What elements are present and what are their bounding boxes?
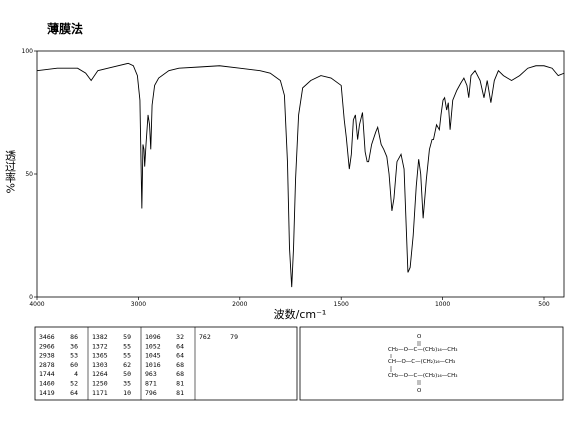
peak-wavenumber: 1171 <box>92 389 108 397</box>
peak-wavenumber: 1365 <box>92 352 108 360</box>
peak-transmittance: 64 <box>70 389 78 397</box>
peak-transmittance: 50 <box>123 370 131 378</box>
peak-wavenumber: 796 <box>145 389 157 397</box>
peak-wavenumber: 1052 <box>145 342 161 350</box>
peak-transmittance: 52 <box>70 380 78 388</box>
peak-transmittance: 35 <box>123 380 131 388</box>
structure-line: CH—O—C—(CH₂)₁₆—CH₃ <box>388 359 455 365</box>
peak-transmittance: 36 <box>70 342 78 350</box>
peak-transmittance: 55 <box>123 352 131 360</box>
structure: O CH₂—O—C—(CH₂)₁₆—CH₃ CH—O—C—(CH₂)₁₆—CH₃… <box>388 334 457 394</box>
page-title: 薄膜法 <box>47 21 83 36</box>
x-tick-label: 1500 <box>334 301 349 308</box>
peak-transmittance: 59 <box>123 333 131 341</box>
y-tick-label: 0 <box>29 294 33 301</box>
x-tick-label: 2000 <box>232 301 247 308</box>
peak-transmittance: 68 <box>176 370 184 378</box>
y-tick-label: 50 <box>25 171 33 178</box>
peak-wavenumber: 2966 <box>39 342 55 350</box>
peak-wavenumber: 871 <box>145 380 157 388</box>
peak-wavenumber: 2938 <box>39 352 55 360</box>
structure-line: CH₂—O—C—(CH₂)₁₆—CH₃ <box>388 347 457 353</box>
peak-transmittance: 81 <box>176 389 184 397</box>
peak-transmittance: 55 <box>123 342 131 350</box>
peak-wavenumber: 1045 <box>145 352 161 360</box>
peak-wavenumber: 1096 <box>145 333 161 341</box>
y-axis-label: 透过率% <box>4 150 17 194</box>
peak-transmittance: 32 <box>176 333 184 341</box>
peak-wavenumber: 1382 <box>92 333 108 341</box>
peak-wavenumber: 762 <box>199 333 211 341</box>
peak-transmittance: 62 <box>123 361 131 369</box>
peak-wavenumber: 1744 <box>39 370 55 378</box>
x-tick-label: 500 <box>538 301 550 308</box>
peak-wavenumber: 1460 <box>39 380 55 388</box>
peak-wavenumber: 1250 <box>92 380 108 388</box>
peak-wavenumber: 1016 <box>145 361 161 369</box>
peak-wavenumber: 963 <box>145 370 157 378</box>
peak-wavenumber: 1419 <box>39 389 55 397</box>
x-tick-label: 3000 <box>131 301 146 308</box>
peak-wavenumber: 3466 <box>39 333 55 341</box>
peak-transmittance: 60 <box>70 361 78 369</box>
peak-transmittance: 81 <box>176 380 184 388</box>
peak-wavenumber: 1264 <box>92 370 108 378</box>
carbonyl-o: O <box>417 388 422 394</box>
carbonyl-o: O <box>417 334 422 340</box>
spectrum-line <box>36 62 565 288</box>
peak-transmittance: 79 <box>230 333 238 341</box>
peak-transmittance: 4 <box>74 370 78 378</box>
plot-frame <box>36 50 565 298</box>
x-tick-label: 4000 <box>29 301 44 308</box>
peak-wavenumber: 1303 <box>92 361 108 369</box>
structure-box <box>299 326 564 401</box>
x-tick-label: 1000 <box>435 301 450 308</box>
peak-wavenumber: 1372 <box>92 342 108 350</box>
y-tick-label: 100 <box>22 48 34 55</box>
x-axis-label: 波数/cm⁻¹ <box>274 308 327 321</box>
peak-transmittance: 68 <box>176 361 184 369</box>
peak-table-box <box>34 326 298 401</box>
peak-transmittance: 64 <box>176 342 184 350</box>
peak-transmittance: 53 <box>70 352 78 360</box>
peak-transmittance: 10 <box>123 389 131 397</box>
peak-transmittance: 64 <box>176 352 184 360</box>
structure-line: CH₂—O—C—(CH₂)₁₆—CH₃ <box>388 373 457 379</box>
peak-transmittance: 86 <box>70 333 78 341</box>
peak-wavenumber: 2878 <box>39 361 55 369</box>
